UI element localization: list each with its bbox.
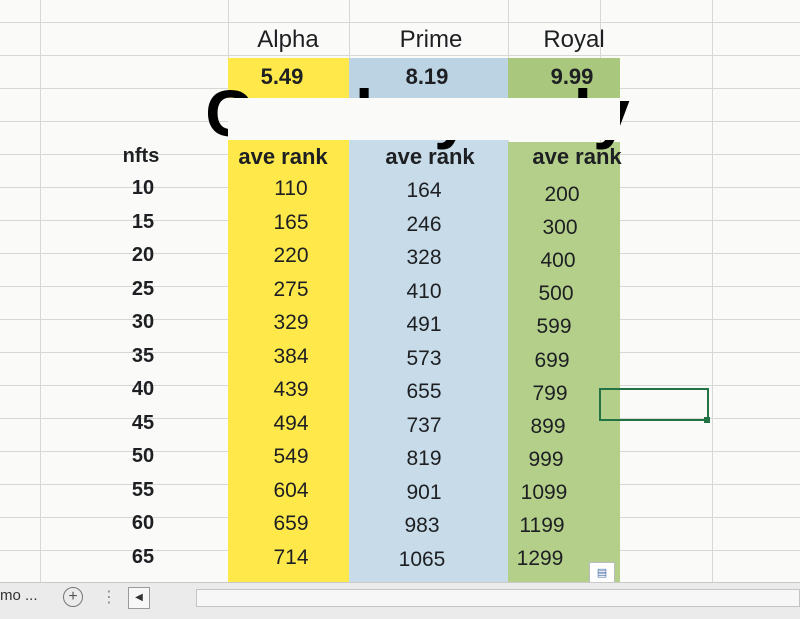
alpha-value: 549 xyxy=(273,445,309,468)
alpha-value: 384 xyxy=(273,344,309,368)
spreadsheet-grid[interactable]: Alpha 5.49 ave rank Prime 8.19 ave rank Royal 9… xyxy=(0,0,800,582)
price-cell-fill xyxy=(228,58,349,98)
column-header-royal: Royal xyxy=(543,26,605,53)
add-sheet-button[interactable]: + xyxy=(63,587,83,607)
nfts-value: 25 xyxy=(131,277,155,300)
nfts-value: 65 xyxy=(131,545,155,568)
royal-value: 400 xyxy=(540,249,576,273)
alpha-value: 220 xyxy=(273,244,309,267)
nfts-value: 45 xyxy=(131,411,155,434)
prime-value: 328 xyxy=(406,246,442,269)
prime-value: 737 xyxy=(406,413,442,437)
subheader-ave-rank: ave rank xyxy=(238,144,328,169)
royal-value: 1299 xyxy=(516,547,564,571)
column-header-alpha: Alpha xyxy=(257,26,319,53)
alpha-value: 110 xyxy=(274,177,308,200)
nfts-value: 69 xyxy=(113,580,173,582)
prime-value: 1065 xyxy=(398,547,446,571)
nfts-value: 35 xyxy=(131,344,155,367)
nfts-header: nfts xyxy=(122,145,160,167)
nfts-value: 10 xyxy=(131,177,155,199)
grid-row-line xyxy=(0,55,800,56)
alpha-value: 439 xyxy=(273,378,309,401)
grid-col-line xyxy=(712,0,713,582)
alpha-value: 494 xyxy=(273,411,309,435)
alpha-value: 165 xyxy=(273,210,309,234)
nfts-value: 50 xyxy=(131,445,155,467)
royal-value: 1199 xyxy=(519,514,565,537)
price-cell-prime: 8.19 xyxy=(405,64,449,89)
quick-analysis-icon: ▤ xyxy=(596,567,608,579)
sheet-tab[interactable]: mo ... xyxy=(0,587,38,604)
prime-value: 491 xyxy=(406,313,442,336)
nfts-value: 40 xyxy=(131,378,155,400)
nfts-value: 20 xyxy=(131,244,155,266)
prime-value: 655 xyxy=(406,380,442,403)
sheet-tab-bar: mo ... + ⋮ ◀ xyxy=(0,582,800,619)
alpha-value: 659 xyxy=(273,512,309,535)
prime-value: 901 xyxy=(406,480,442,504)
column-fill xyxy=(228,140,349,582)
prime-value: 573 xyxy=(406,346,442,370)
prime-value: 164 xyxy=(406,179,442,202)
nfts-value: 60 xyxy=(131,512,155,534)
selected-cell[interactable] xyxy=(599,388,709,421)
scroll-left-button[interactable]: ◀ xyxy=(128,587,150,609)
alpha-value: 714 xyxy=(273,545,309,569)
royal-value: 1099 xyxy=(520,480,568,504)
column-fill xyxy=(508,142,620,582)
column-header-prime: Prime xyxy=(399,26,463,53)
subheader-ave-rank: ave rank xyxy=(532,144,622,169)
royal-value: 200 xyxy=(544,183,580,206)
royal-value: 999 xyxy=(528,447,564,471)
grid-row-line xyxy=(0,22,800,23)
nfts-value: 30 xyxy=(131,311,155,333)
royal-value: 1379 xyxy=(493,581,583,582)
fill-handle[interactable] xyxy=(704,417,710,423)
prime-value: 983 xyxy=(404,514,440,537)
price-cell-royal: 9.99 xyxy=(550,64,594,89)
royal-value: 500 xyxy=(538,282,574,306)
grid-col-line xyxy=(40,0,41,582)
nfts-value: 15 xyxy=(131,210,155,233)
price-cell-fill xyxy=(508,58,620,98)
royal-value: 799 xyxy=(532,381,568,405)
prime-value: 410 xyxy=(406,279,442,303)
nfts-value: 55 xyxy=(131,478,155,501)
subheader-ave-rank: ave rank xyxy=(385,144,475,169)
column-fill xyxy=(349,140,508,582)
quick-analysis-button[interactable]: ▤ xyxy=(589,562,615,582)
price-cell-fill xyxy=(349,58,508,98)
prime-value: 246 xyxy=(406,212,442,236)
tab-splitter-icon[interactable]: ⋮ xyxy=(101,589,117,606)
alpha-value: 604 xyxy=(273,478,309,502)
royal-value: 599 xyxy=(536,315,572,339)
alpha-value: 329 xyxy=(273,311,309,334)
royal-value: 899 xyxy=(530,414,566,438)
royal-value: 699 xyxy=(534,348,570,372)
alpha-value: 758 xyxy=(246,580,336,582)
horizontal-scrollbar[interactable] xyxy=(196,589,800,607)
prime-value: 819 xyxy=(406,447,442,470)
blank-band xyxy=(228,98,620,140)
royal-value: 300 xyxy=(542,216,578,240)
alpha-value: 275 xyxy=(273,277,309,301)
price-cell-alpha: 5.49 xyxy=(260,64,304,89)
